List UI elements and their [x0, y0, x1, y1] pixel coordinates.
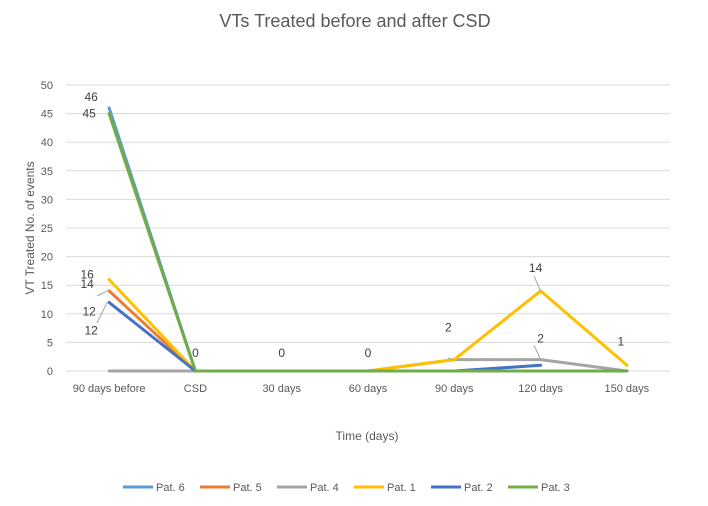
data-label: 12: [84, 323, 98, 337]
legend-item: Pat. 4: [277, 482, 339, 494]
y-tick-label: 15: [41, 280, 53, 292]
data-label: 0: [192, 346, 199, 360]
data-label: 12: [82, 304, 96, 318]
data-label: 0: [365, 346, 372, 360]
y-tick-label: 20: [41, 252, 53, 264]
legend-item: Pat. 2: [431, 482, 493, 494]
y-tick-label: 40: [41, 137, 53, 149]
label-leader-line: [96, 290, 108, 297]
series-line-pat-6: [107, 106, 629, 373]
y-axis-label: VT Treated No. of events: [23, 161, 37, 294]
legend-item: Pat. 6: [123, 482, 185, 494]
data-label: 46: [84, 90, 98, 104]
series-lines: [107, 106, 629, 373]
legend-item: Pat. 1: [354, 482, 416, 494]
x-tick-label: CSD: [184, 383, 207, 395]
label-leader-line: [447, 357, 455, 361]
y-tick-label: 5: [47, 337, 53, 349]
x-axis-ticks: 90 days before CSD 30 days 60 days 90 days 12…: [73, 383, 650, 395]
y-tick-label: 30: [41, 194, 53, 206]
y-tick-label: 0: [47, 366, 53, 378]
y-tick-label: 50: [41, 80, 53, 92]
data-label: 1: [618, 334, 625, 348]
chart-title: VTs Treated before and after CSD: [219, 11, 490, 31]
legend: Pat. 6 Pat. 5 Pat. 4 Pat. 1 Pat. 2 Pat. 3: [123, 482, 570, 494]
legend-item: Pat. 5: [200, 482, 262, 494]
legend-label: Pat. 6: [156, 482, 185, 494]
x-axis-label: Time (days): [336, 429, 399, 443]
data-label: 2: [445, 321, 452, 335]
data-label: 14: [80, 277, 94, 291]
legend-item: Pat. 3: [508, 482, 570, 494]
label-leader-line: [533, 344, 542, 360]
y-tick-label: 35: [41, 166, 53, 178]
x-tick-label: 30 days: [262, 383, 301, 395]
legend-label: Pat. 3: [541, 482, 570, 494]
series-line-pat-3: [107, 112, 629, 373]
y-axis-ticks: 0 5 10 15 20 25 30 35 40 45 50: [41, 80, 53, 378]
x-tick-label: 90 days before: [73, 383, 146, 395]
y-tick-label: 45: [41, 109, 53, 121]
x-tick-label: 150 days: [605, 383, 650, 395]
legend-label: Pat. 5: [233, 482, 262, 494]
x-tick-label: 60 days: [349, 383, 388, 395]
legend-label: Pat. 2: [464, 482, 493, 494]
data-label: 16: [80, 267, 94, 281]
data-label: 45: [82, 107, 96, 121]
data-label: 14: [529, 261, 543, 275]
label-leader-line: [533, 275, 542, 292]
label-leader-line: [96, 302, 108, 324]
data-label: 2: [537, 332, 544, 346]
data-label: 0: [278, 346, 285, 360]
legend-label: Pat. 1: [387, 482, 416, 494]
y-tick-label: 10: [41, 309, 53, 321]
legend-label: Pat. 4: [310, 482, 339, 494]
x-tick-label: 90 days: [435, 383, 474, 395]
y-tick-label: 25: [41, 223, 53, 235]
x-tick-label: 120 days: [518, 383, 563, 395]
